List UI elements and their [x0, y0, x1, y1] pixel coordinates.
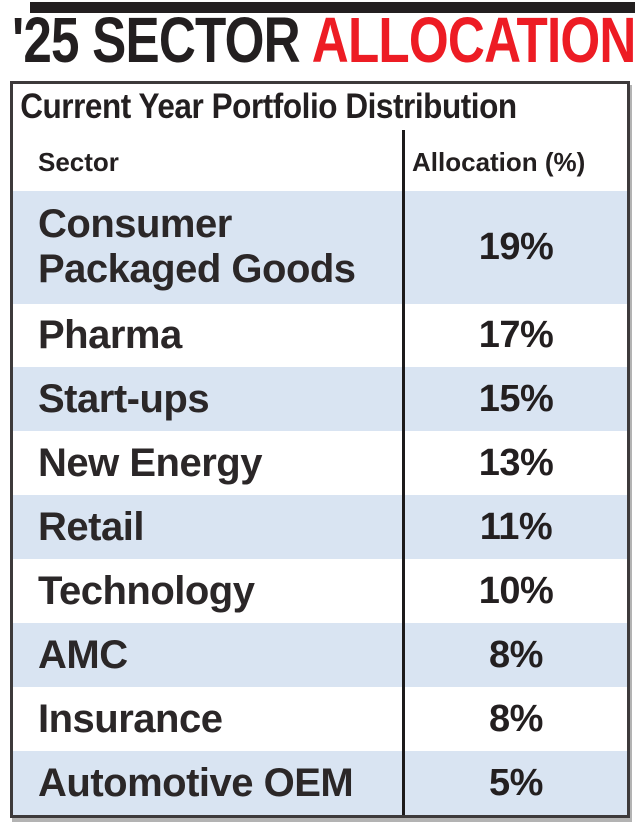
portfolio-distribution-table: Current Year Portfolio Distribution Sect… — [10, 81, 630, 818]
sector-cell: Consumer Packaged Goods — [38, 202, 356, 292]
allocation-cell: 8% — [489, 633, 543, 676]
top-divider-rule — [30, 2, 635, 13]
table-title: Current Year Portfolio Distribution — [20, 87, 517, 126]
table-header-row: Sector Allocation (%) — [13, 133, 627, 191]
table-row: Start-ups 15% — [13, 367, 627, 432]
sector-cell: Retail — [38, 504, 144, 549]
allocation-cell: 8% — [489, 697, 543, 740]
allocation-cell: 13% — [478, 441, 554, 484]
allocation-cell: 19% — [478, 225, 554, 268]
sector-cell: Start-ups — [38, 377, 210, 422]
table-body: Consumer Packaged Goods 19% Pharma 17% S… — [13, 191, 627, 816]
page-title-allocation: ALLOCATION — [311, 4, 635, 76]
allocation-cell: 17% — [478, 314, 554, 356]
page-title-year-sector: '25 SECTOR — [12, 4, 301, 76]
table-row: New Energy 13% — [13, 431, 627, 496]
column-header-allocation: Allocation (%) — [412, 146, 586, 177]
column-divider-line — [402, 130, 405, 815]
page-title: '25 SECTOR ALLOCATION — [12, 8, 635, 72]
table-row: Technology 10% — [13, 559, 627, 624]
column-header-sector: Sector — [38, 146, 119, 177]
table-row: Retail 11% — [13, 495, 627, 560]
sector-cell: Insurance — [38, 696, 223, 741]
allocation-cell: 10% — [478, 569, 554, 612]
table-row: Automotive OEM 5% — [13, 751, 627, 816]
table-row: Consumer Packaged Goods 19% — [13, 191, 627, 304]
allocation-cell: 15% — [478, 377, 554, 420]
allocation-cell: 5% — [489, 761, 543, 804]
sector-cell: AMC — [38, 632, 128, 677]
sector-cell: Pharma — [38, 313, 182, 358]
table-row: Pharma 17% — [13, 303, 627, 368]
sector-cell: Technology — [38, 568, 255, 613]
sector-cell: New Energy — [38, 440, 262, 485]
sector-cell: Automotive OEM — [38, 760, 354, 805]
allocation-cell: 11% — [479, 505, 553, 548]
table-row: Insurance 8% — [13, 687, 627, 752]
table-row: AMC 8% — [13, 623, 627, 688]
